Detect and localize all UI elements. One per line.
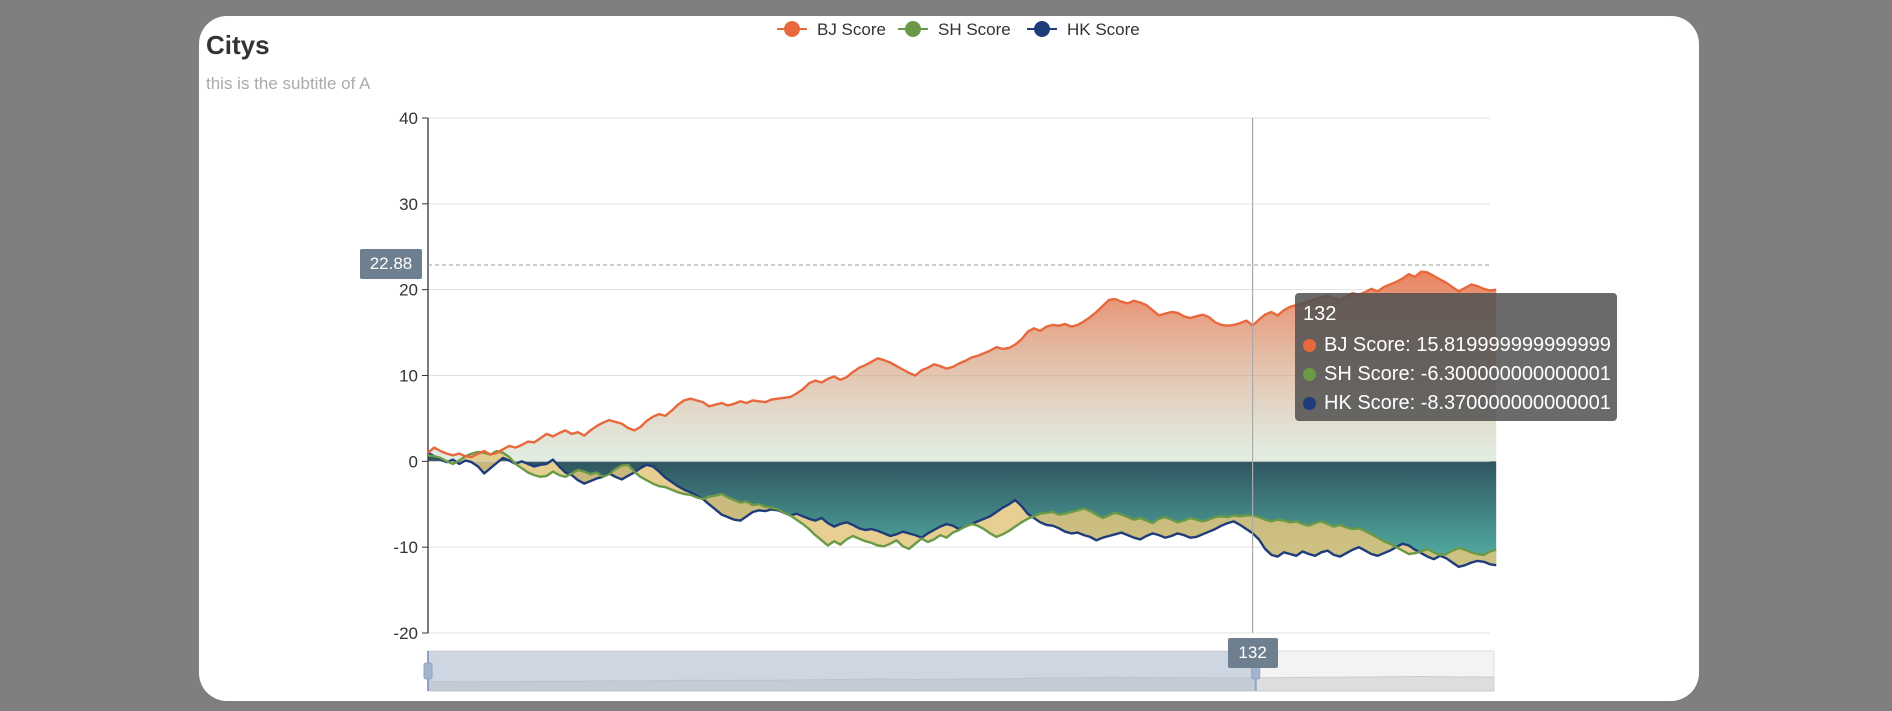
tooltip-dot-icon [1303,339,1316,352]
y-axis-pointer-label: 22.88 [360,248,422,279]
chart-title: Citys [206,30,270,60]
tooltip-dot-icon [1303,368,1316,381]
tooltip-row-text: SH Score: -6.300000000000001 [1324,363,1611,385]
chart-plot[interactable]: 40 30 20 10 0 -10 -20 BJ Score SH Score HK Score [199,16,1699,701]
data-zoom-handle-left[interactable] [423,651,433,691]
bj-score-area [428,271,1497,462]
tooltip: 132 BJ Score: 15.819999999999999 SH Score… [1295,293,1617,421]
sh-score-line [427,449,1497,557]
tooltip-row-text: BJ Score: 15.819999999999999 [1324,334,1611,356]
legend-dot-icon [1034,21,1050,37]
legend-dot-icon [905,21,921,37]
x-axis-pointer-label: 132 [1227,638,1278,668]
legend-dot-icon [784,21,800,37]
tooltip-dot-icon [1303,397,1316,410]
y-tick-label: 10 [399,367,418,386]
tooltip-row: SH Score: -6.300000000000001 [1303,360,1611,389]
legend[interactable]: BJ Score SH Score HK Score [777,20,1140,39]
y-tick-label: 30 [399,195,418,214]
legend-label: SH Score [938,20,1011,39]
chart-subtitle: this is the subtitle of A [206,74,371,93]
legend-item-sh-score[interactable]: SH Score [898,20,1011,39]
y-tick-label: 40 [399,109,418,128]
tooltip-row-text: HK Score: -8.370000000000001 [1324,392,1611,414]
axis-layer: 40 30 20 10 0 -10 -20 [393,109,429,643]
y-tick-label: 0 [409,452,418,471]
legend-label: HK Score [1067,20,1140,39]
chart-card: Citys this is the subtitle of A 40 30 20 10… [199,16,1699,701]
legend-label: BJ Score [817,20,886,39]
tooltip-row: BJ Score: 15.819999999999999 [1303,331,1611,360]
pointer-layer [428,118,1490,633]
handle-grip-icon [423,662,433,680]
legend-item-hk-score[interactable]: HK Score [1027,20,1140,39]
y-tick-label: -20 [393,624,418,643]
hk-score-area [428,452,1497,567]
legend-item-bj-score[interactable]: BJ Score [777,20,886,39]
area-layer [428,271,1497,567]
tooltip-title: 132 [1303,303,1337,325]
data-zoom-slider[interactable] [423,650,1495,692]
y-tick-label: 20 [399,281,418,300]
data-zoom-selection [428,651,1256,691]
tooltip-row: HK Score: -8.370000000000001 [1303,389,1611,418]
y-tick-label: -10 [393,538,418,557]
